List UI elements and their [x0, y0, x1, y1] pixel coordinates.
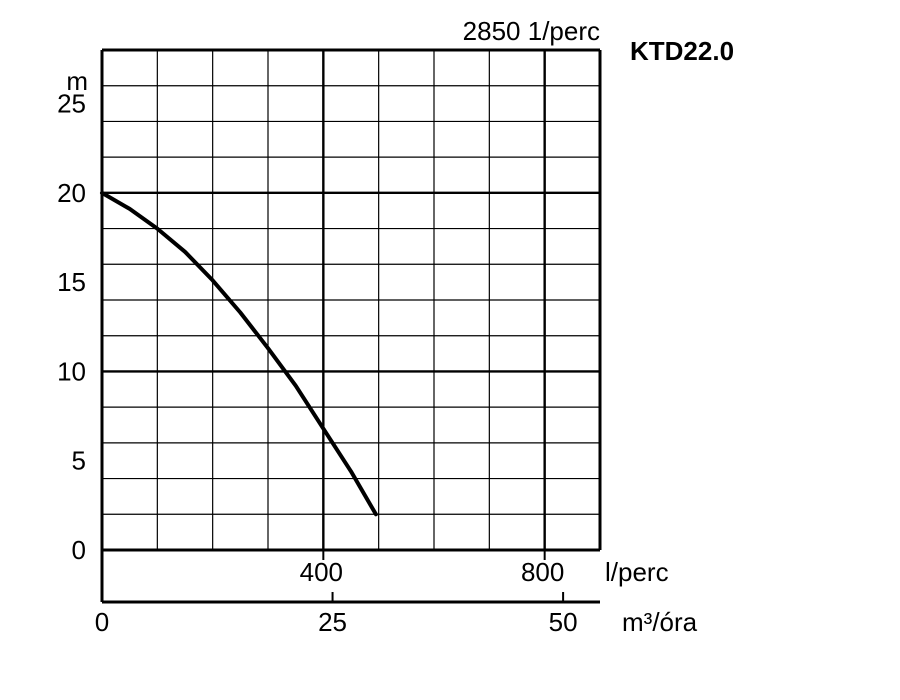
x-axis-label-secondary: m³/óra — [622, 607, 698, 637]
y-tick-label: 10 — [57, 356, 86, 386]
speed-label: 2850 1/perc — [463, 16, 600, 46]
y-tick-label: 25 — [57, 89, 86, 119]
x-tick-labels: 400 800 — [300, 557, 565, 587]
curve-layer — [100, 190, 378, 517]
secondary-x-tick-label: 0 — [95, 607, 109, 637]
secondary-x-tick-label: 50 — [549, 607, 578, 637]
y-tick-labels: 0 5 10 15 20 25 — [57, 89, 86, 565]
y-axis-label: m — [66, 66, 88, 96]
secondary-x-tick-labels: 0 25 50 — [95, 607, 578, 637]
pump-curve-line — [100, 190, 378, 517]
x-axis-label-primary: l/perc — [605, 557, 669, 587]
x-tick-label: 800 — [521, 557, 564, 587]
minor-grid — [102, 50, 600, 550]
major-grid — [102, 50, 600, 550]
y-tick-label: 0 — [72, 535, 86, 565]
y-tick-label: 15 — [57, 267, 86, 297]
secondary-x-tick-label: 25 — [318, 607, 347, 637]
y-tick-label: 20 — [57, 178, 86, 208]
x-tick-label: 400 — [300, 557, 343, 587]
plot-frame — [100, 48, 602, 604]
chart-title: KTD22.0 — [630, 36, 734, 66]
y-tick-label: 5 — [72, 446, 86, 476]
